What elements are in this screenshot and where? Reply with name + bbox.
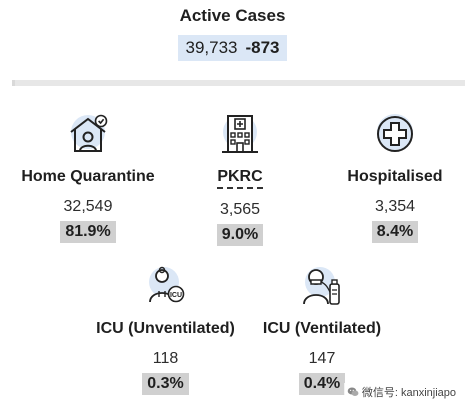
category-percent: 8.4% [371,221,419,243]
category-name[interactable]: PKRC [217,168,263,189]
category-value: 3,565 [219,201,261,218]
active-cases-header: Active Cases 39,733 -873 [0,6,465,61]
category-name: Home Quarantine [21,168,155,185]
category-home-quarantine: Home Quarantine 32,549 81.9% [8,110,168,243]
ventilator-patient-icon [298,262,346,310]
category-pkrc: PKRC 3,565 9.0% [180,110,300,246]
section-divider [12,80,465,86]
active-cases-total-pill: 39,733 -873 [178,35,287,61]
active-cases-change: -873 [245,38,280,57]
category-percent: 9.0% [216,224,264,246]
category-value: 118 [152,350,179,367]
house-person-icon [64,110,112,158]
wechat-watermark: 微信号: kanxinjiapo [343,383,459,401]
active-cases-total: 39,733 [185,38,238,57]
medical-cross-icon [371,110,419,158]
category-value: 32,549 [63,198,113,215]
category-value: 3,354 [374,198,416,215]
category-name: Hospitalised [347,168,443,185]
category-icu-unventilated: ICU ICU (Unventilated) 118 0.3% [83,262,248,395]
watermark-text: 微信号: kanxinjiapo [361,387,456,399]
active-cases-title: Active Cases [179,6,286,25]
category-percent: 0.3% [142,373,189,395]
category-percent: 0.4% [298,373,346,395]
category-value: 147 [308,350,336,367]
category-name: ICU (Ventilated) [262,320,382,337]
svg-text:ICU: ICU [169,292,181,299]
doctor-icu-icon: ICU [142,262,190,310]
category-name: ICU (Unventilated) [96,320,235,337]
category-hospitalised: Hospitalised 3,354 8.4% [332,110,458,243]
category-percent: 81.9% [60,221,116,243]
wechat-icon [347,387,359,396]
category-icu-ventilated: ICU (Ventilated) 147 0.4% [248,262,396,395]
building-icon [216,110,264,158]
